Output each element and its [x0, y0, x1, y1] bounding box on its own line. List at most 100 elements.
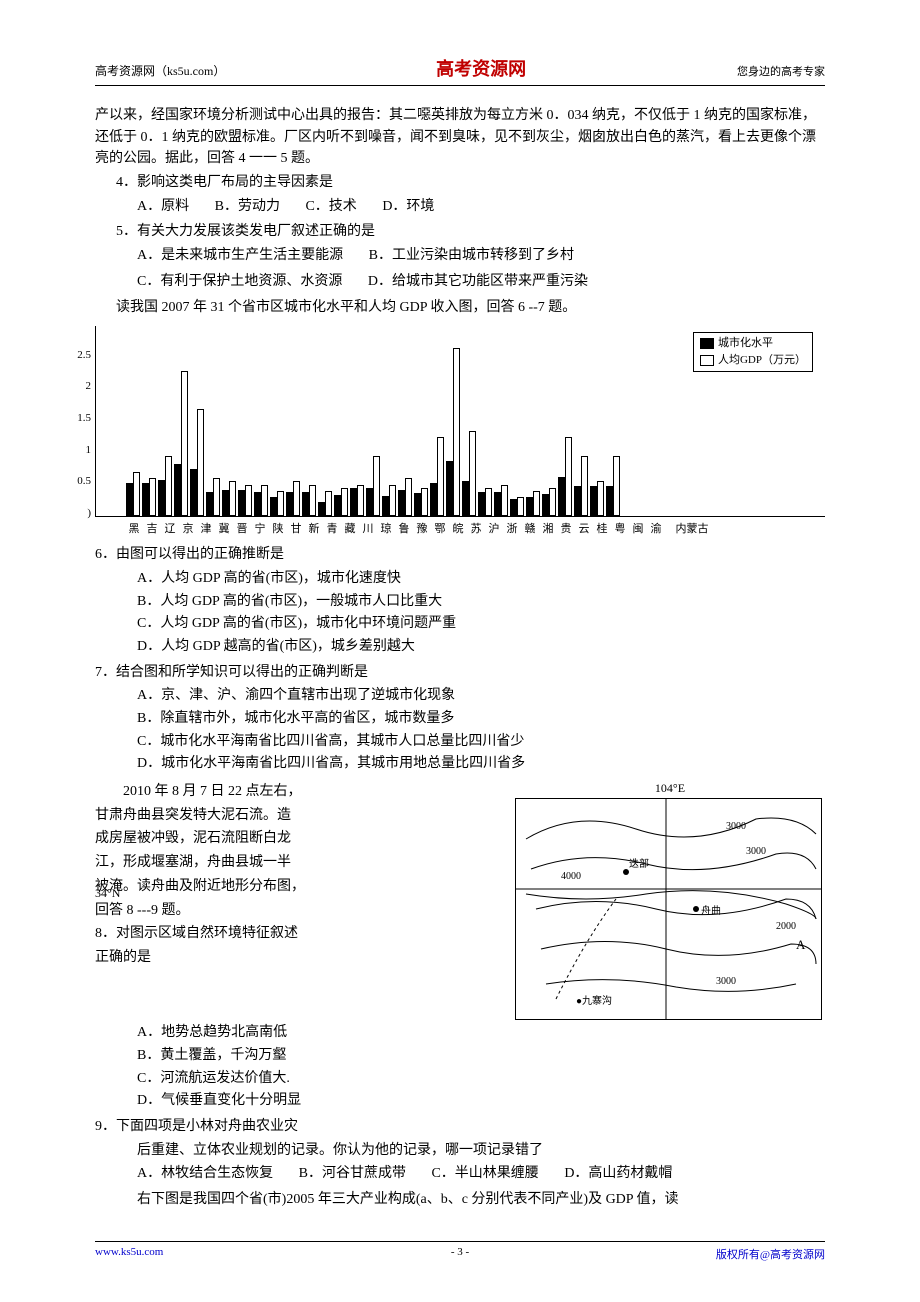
chart-intro: 读我国 2007 年 31 个省市区城市化水平和人均 GDP 收入图，回答 6 …	[116, 297, 825, 319]
map-lat-label: 34°N	[95, 884, 135, 903]
q9-D: D．高山药材戴帽	[564, 1163, 672, 1185]
bar-gdp	[277, 491, 284, 516]
page-header: 高考资源网（ks5u.com） 高考资源网 您身边的高考专家	[95, 55, 825, 86]
topographic-map: 3000 4000 3000 2000 3000 迭部 舟曲 A ●九寨沟	[515, 798, 822, 1020]
bar-pair	[206, 478, 220, 516]
bar-urbanization	[350, 488, 357, 517]
bar-pair	[158, 456, 172, 516]
bar-urbanization	[446, 461, 453, 516]
q8-A: A．地势总趋势北高南低	[137, 1022, 825, 1044]
bar-pair	[606, 456, 620, 516]
bar-chart: 城市化水平 人均GDP（万元） )0.511.522.5 黑吉辽京津冀晋宁陕甘新…	[95, 326, 825, 538]
x-category-label: 吉	[143, 521, 161, 538]
q5-options-row1: A．是未来城市生产生活主要能源 B．工业污染由城市转移到了乡村	[137, 245, 825, 267]
bar-gdp	[437, 437, 444, 516]
contour-3000a: 3000	[726, 821, 746, 832]
bar-gdp	[133, 472, 140, 516]
bar-urbanization	[238, 490, 245, 517]
bar-gdp	[469, 431, 476, 517]
bar-urbanization	[430, 483, 437, 516]
bar-urbanization	[510, 499, 517, 516]
bar-gdp	[197, 409, 204, 517]
q9-options: A．林牧结合生态恢复 B．河谷甘蔗成带 C．半山林果缠腰 D．高山药材戴帽	[137, 1163, 825, 1185]
map-lon-label: 104°E	[515, 779, 825, 798]
bar-gdp	[325, 491, 332, 516]
page-footer: www.ks5u.com - 3 - 版权所有@高考资源网	[95, 1241, 825, 1262]
ytick-label: 2	[66, 378, 91, 395]
bar-gdp	[485, 488, 492, 517]
header-left: 高考资源网（ks5u.com）	[95, 62, 225, 79]
bar-gdp	[549, 488, 556, 517]
bar-gdp	[373, 456, 380, 516]
bar-pair	[510, 497, 524, 516]
bar-urbanization	[142, 483, 149, 516]
bar-pair	[174, 371, 188, 517]
q9-B: B．河谷甘蔗成带	[299, 1163, 406, 1185]
bar-urbanization	[574, 486, 581, 516]
map-section: 2010 年 8 月 7 日 22 点左右， 甘肃舟曲县突发特大泥石流。造 成房…	[95, 779, 825, 1020]
bar-urbanization	[126, 483, 133, 516]
x-category-label: 苏	[467, 521, 485, 538]
bar-pair	[398, 478, 412, 516]
bar-pair	[302, 485, 316, 517]
q4-options: A．原料 B．劳动力 C．技术 D．环境	[137, 196, 825, 218]
bar-gdp	[165, 456, 172, 516]
x-category-label: 贵	[557, 521, 575, 538]
map-intro-1: 甘肃舟曲县突发特大泥石流。造	[95, 805, 503, 827]
map-intro-3: 江，形成堰塞湖，舟曲县城一半	[95, 852, 503, 874]
bar-urbanization	[302, 492, 309, 516]
bar-gdp	[181, 371, 188, 517]
bar-pair	[222, 481, 236, 516]
bar-gdp	[357, 485, 364, 517]
bar-gdp	[341, 488, 348, 517]
bar-gdp	[581, 456, 588, 516]
contour-3000b: 3000	[746, 846, 766, 857]
q9-stem2: 后重建、立体农业规划的记录。你认为他的记录，哪一项记录错了	[137, 1140, 825, 1162]
q7-B: B．除直辖市外，城市化水平高的省区，城市数量多	[137, 708, 825, 730]
q7-C: C．城市化水平海南省比四川省高，其城市人口总量比四川省少	[137, 731, 825, 753]
x-category-label: 陕	[269, 521, 287, 538]
contour-4000: 4000	[561, 871, 581, 882]
q9-A: A．林牧结合生态恢复	[137, 1163, 273, 1185]
bar-gdp	[453, 348, 460, 516]
q8-C: C．河流航运发达价值大.	[137, 1068, 825, 1090]
header-right: 您身边的高考专家	[737, 63, 825, 79]
map-intro-2: 成房屋被冲毁，泥石流阻断白龙	[95, 828, 503, 850]
bar-gdp	[245, 485, 252, 517]
q7-D: D．城市化水平海南省比四川省高，其城市用地总量比四川省多	[137, 753, 825, 775]
x-category-label: 粤	[611, 521, 629, 538]
bar-urbanization	[286, 492, 293, 516]
q8-stem: 8．对图示区域自然环境特征叙述	[95, 923, 503, 945]
x-category-label: 云	[575, 521, 593, 538]
bar-urbanization	[558, 477, 565, 516]
x-category-label: 宁	[251, 521, 269, 538]
q7-stem: 7．结合图和所学知识可以得出的正确判断是	[95, 662, 825, 684]
bar-pair	[414, 488, 428, 517]
x-category-label: 湘	[539, 521, 557, 538]
page: 高考资源网（ks5u.com） 高考资源网 您身边的高考专家 产以来，经国家环境…	[0, 0, 920, 1302]
bar-gdp	[293, 481, 300, 516]
bar-urbanization	[382, 496, 389, 516]
x-category-label: 新	[305, 521, 323, 538]
q4-C: C．技术	[305, 196, 356, 218]
bar-pair	[238, 485, 252, 517]
map-intro-4: 被淹。读舟曲及附近地形分布图，	[95, 876, 503, 898]
q8-answers: A．地势总趋势北高南低 B．黄土覆盖，千沟万壑 C．河流航运发达价值大. D．气…	[137, 1022, 825, 1112]
bar-pair	[590, 481, 604, 516]
q6-A: A．人均 GDP 高的省(市区)，城市化速度快	[137, 568, 825, 590]
bar-urbanization	[222, 490, 229, 517]
map-intro-column: 2010 年 8 月 7 日 22 点左右， 甘肃舟曲县突发特大泥石流。造 成房…	[95, 779, 503, 1020]
contour-3000c: 3000	[716, 976, 736, 987]
q6-D: D．人均 GDP 越高的省(市区)，城乡差别越大	[137, 636, 825, 658]
zhouqu-label: 舟曲	[701, 904, 721, 917]
q4-D: D．环境	[382, 196, 434, 218]
x-category-label: 藏	[341, 521, 359, 538]
x-category-label: 晋	[233, 521, 251, 538]
x-category-label: 沪	[485, 521, 503, 538]
bar-pair	[558, 437, 572, 516]
q4-B: B．劳动力	[215, 196, 280, 218]
intro-paragraph: 产以来，经国家环境分析测试中心出具的报告：其二噁英排放为每立方米 0．034 纳…	[95, 105, 825, 170]
x-category-label: 黑	[125, 521, 143, 538]
bar-pair	[446, 348, 460, 516]
q5-options-row2: C．有利于保护土地资源、水资源 D．给城市其它功能区带来严重污染	[137, 271, 825, 293]
